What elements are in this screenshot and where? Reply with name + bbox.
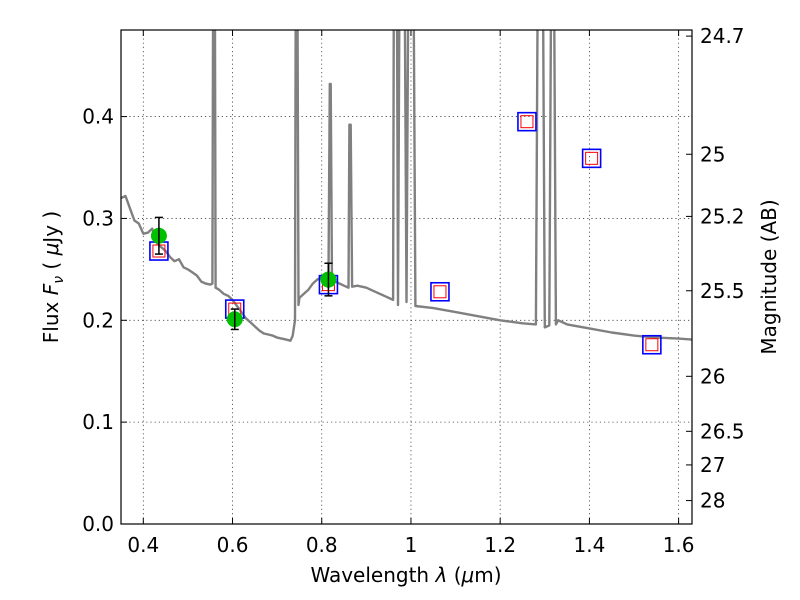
y2-tick-label: 25.5 bbox=[700, 279, 745, 303]
model-point-inner bbox=[585, 151, 599, 165]
y-axis-label: Flux Fν ( μJy ) bbox=[39, 211, 67, 343]
model-point-inner bbox=[433, 285, 447, 299]
model-point-box bbox=[642, 334, 662, 355]
x-tick-label: 1.2 bbox=[484, 533, 516, 557]
x-tick-label: 0.4 bbox=[127, 533, 159, 557]
x-tick-label: 0.8 bbox=[306, 533, 338, 557]
x-tick-label: 0.6 bbox=[217, 533, 249, 557]
y2-tick-label: 25.2 bbox=[700, 204, 745, 228]
model-point-inner bbox=[645, 338, 659, 352]
y2-tick-label: 26 bbox=[700, 364, 725, 388]
model-point-box bbox=[517, 111, 537, 132]
y-tick-label: 0.1 bbox=[82, 410, 114, 434]
grid bbox=[121, 30, 692, 525]
plot-area bbox=[121, 30, 692, 355]
y-tick-label: 0.2 bbox=[82, 308, 114, 332]
x-axis-label: Wavelength λ (μm) bbox=[310, 563, 501, 587]
y2-tick-label: 24.7 bbox=[700, 24, 745, 48]
model-sed-line bbox=[121, 30, 692, 342]
y2-tick-label: 25 bbox=[700, 142, 725, 166]
model-point-inner bbox=[520, 115, 534, 129]
y2-tick-label: 27 bbox=[700, 453, 725, 477]
x-tick-label: 1.6 bbox=[663, 533, 695, 557]
x-tick-label: 1 bbox=[405, 533, 418, 557]
x-tick-label: 1.4 bbox=[573, 533, 605, 557]
y2-axis-label: Magnitude (AB) bbox=[757, 199, 781, 354]
y-tick-label: 0.3 bbox=[82, 206, 114, 230]
model-point-box bbox=[581, 148, 602, 169]
model-point-box bbox=[430, 281, 450, 302]
plot-frame bbox=[120, 29, 693, 525]
axis-ticks: 0.4 0.6 0.8 1 1.2 1.4 1.6 0.0 0.1 0.2 0.3 0.4 24.7 25… bbox=[82, 24, 744, 557]
y-tick-label: 0.0 bbox=[82, 512, 114, 536]
y2-tick-label: 28 bbox=[700, 489, 725, 513]
y-tick-label: 0.4 bbox=[82, 105, 114, 129]
y2-tick-label: 26.5 bbox=[700, 419, 745, 443]
